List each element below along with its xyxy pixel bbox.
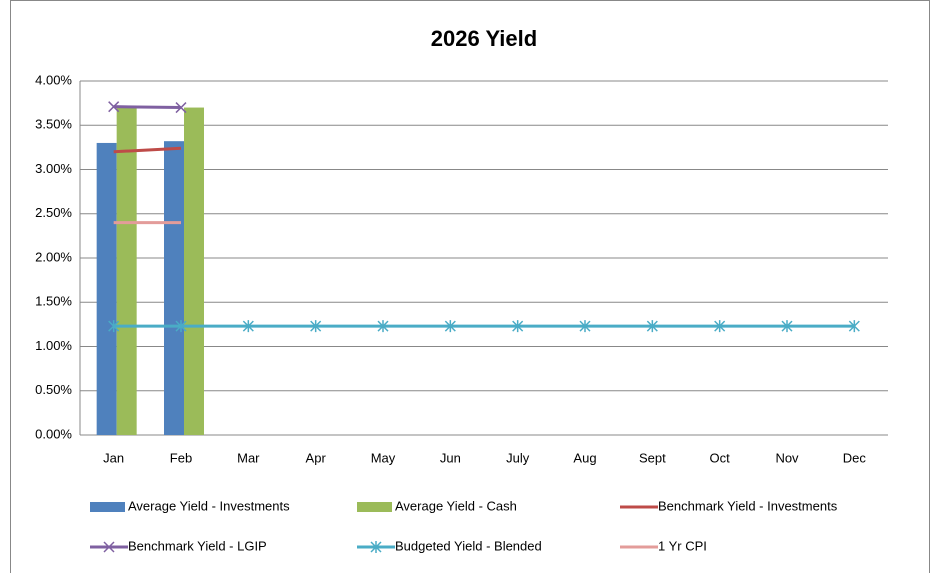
marker bbox=[108, 320, 120, 333]
legend-label: Benchmark Yield - LGIP bbox=[128, 538, 267, 553]
marker bbox=[103, 541, 115, 553]
chart-frame bbox=[10, 0, 930, 573]
y-tick-label: 2.50% bbox=[35, 205, 72, 220]
marker bbox=[370, 541, 382, 553]
x-tick-label: May bbox=[371, 450, 396, 465]
marker bbox=[781, 320, 793, 333]
legend-label: 1 Yr CPI bbox=[658, 538, 707, 553]
legend-swatch bbox=[357, 502, 392, 512]
legend-label: Benchmark Yield - Investments bbox=[658, 498, 838, 513]
x-tick-label: Mar bbox=[237, 450, 260, 465]
marker bbox=[242, 320, 254, 333]
x-tick-label: Oct bbox=[710, 450, 731, 465]
y-tick-label: 0.00% bbox=[35, 426, 72, 441]
line bbox=[113, 105, 182, 110]
x-tick-label: Nov bbox=[775, 450, 799, 465]
legend-label: Average Yield - Investments bbox=[128, 498, 290, 513]
y-tick-label: 2.00% bbox=[35, 249, 72, 264]
marker bbox=[579, 320, 591, 333]
y-tick-label: 3.00% bbox=[35, 161, 72, 176]
y-tick-label: 0.50% bbox=[35, 382, 72, 397]
y-tick-label: 4.00% bbox=[35, 72, 72, 87]
x-tick-label: Jan bbox=[103, 450, 124, 465]
marker bbox=[444, 320, 456, 333]
x-tick-label: Dec bbox=[843, 450, 867, 465]
marker bbox=[175, 102, 187, 114]
x-tick-label: Jun bbox=[440, 450, 461, 465]
y-tick-label: 1.50% bbox=[35, 294, 72, 309]
x-tick-label: July bbox=[506, 450, 530, 465]
x-tick-label: Aug bbox=[573, 450, 596, 465]
marker bbox=[377, 320, 389, 333]
marker bbox=[512, 320, 524, 333]
marker bbox=[175, 320, 187, 333]
marker bbox=[714, 320, 726, 333]
x-tick-label: Feb bbox=[170, 450, 192, 465]
bar bbox=[116, 107, 137, 436]
bar bbox=[164, 141, 184, 435]
line bbox=[113, 146, 182, 154]
bar bbox=[184, 107, 204, 436]
legend-label: Budgeted Yield - Blended bbox=[395, 538, 542, 553]
marker bbox=[108, 101, 120, 113]
marker bbox=[646, 320, 658, 333]
marker bbox=[848, 320, 860, 333]
x-tick-label: Apr bbox=[306, 450, 327, 465]
chart-title: 2026 Yield bbox=[431, 26, 537, 51]
legend-label: Average Yield - Cash bbox=[395, 498, 517, 513]
marker bbox=[310, 320, 322, 333]
legend-swatch bbox=[90, 502, 125, 512]
x-tick-label: Sept bbox=[639, 450, 666, 465]
y-tick-label: 3.50% bbox=[35, 117, 72, 132]
bar bbox=[96, 142, 117, 435]
y-tick-label: 1.00% bbox=[35, 338, 72, 353]
